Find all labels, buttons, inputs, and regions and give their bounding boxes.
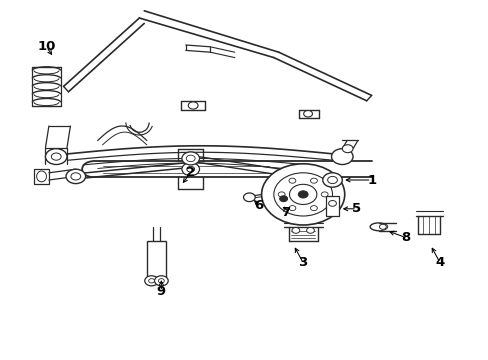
Text: 2: 2 (186, 166, 195, 179)
Circle shape (289, 184, 316, 204)
Circle shape (71, 173, 81, 180)
Circle shape (291, 228, 299, 233)
Text: 10: 10 (37, 40, 56, 53)
Text: 7: 7 (281, 206, 290, 219)
Circle shape (261, 164, 344, 225)
Circle shape (66, 169, 85, 184)
Circle shape (288, 178, 295, 183)
Text: 5: 5 (352, 202, 361, 215)
Text: 6: 6 (254, 199, 263, 212)
Circle shape (273, 173, 332, 216)
Circle shape (331, 149, 352, 165)
Text: 4: 4 (435, 256, 444, 269)
Circle shape (186, 166, 194, 172)
Circle shape (154, 276, 168, 286)
Circle shape (298, 191, 307, 198)
Circle shape (45, 149, 67, 165)
Circle shape (182, 152, 199, 165)
Circle shape (51, 153, 61, 160)
Circle shape (310, 206, 317, 211)
Circle shape (379, 224, 386, 229)
Circle shape (182, 163, 199, 176)
Circle shape (306, 228, 314, 233)
Circle shape (278, 192, 285, 197)
Circle shape (303, 111, 312, 117)
Text: 9: 9 (157, 285, 165, 298)
Circle shape (321, 192, 327, 197)
Circle shape (186, 155, 195, 162)
Bar (325, 196, 339, 216)
Text: 8: 8 (401, 231, 409, 244)
Circle shape (327, 176, 337, 184)
Bar (146, 241, 166, 281)
Circle shape (144, 276, 158, 286)
Circle shape (188, 102, 198, 109)
Circle shape (328, 201, 336, 206)
Text: 3: 3 (298, 256, 307, 269)
Circle shape (322, 173, 342, 187)
Text: 1: 1 (366, 174, 375, 186)
Circle shape (148, 279, 154, 283)
Circle shape (310, 178, 317, 183)
Circle shape (279, 196, 287, 202)
Circle shape (158, 279, 164, 283)
Circle shape (342, 145, 352, 153)
Circle shape (288, 206, 295, 211)
Circle shape (243, 193, 255, 202)
